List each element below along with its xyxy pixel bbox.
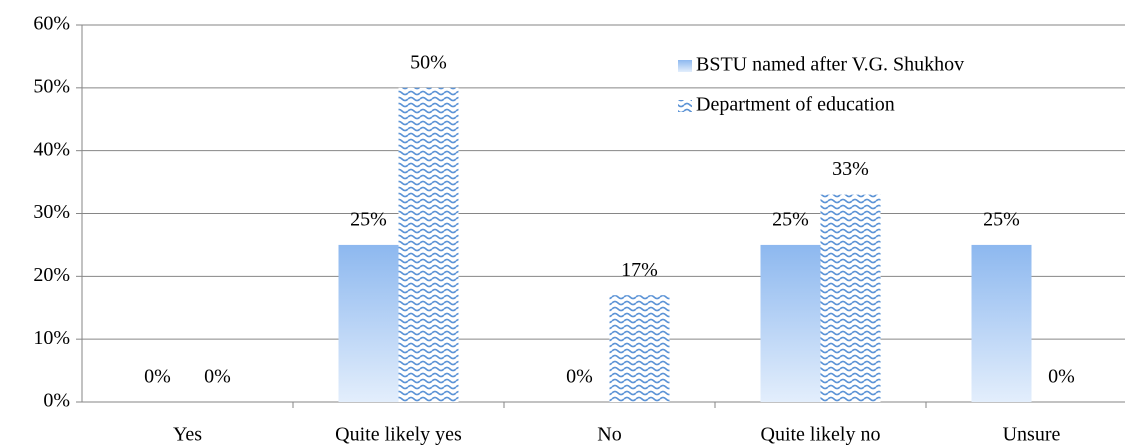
y-tick-label: 20% (33, 264, 70, 286)
y-tick-label: 30% (33, 201, 70, 223)
bar (971, 244, 1032, 402)
y-tick-label: 40% (33, 138, 70, 160)
x-tick-label: Quite likely yes (335, 424, 462, 446)
data-label: 0% (1048, 366, 1075, 388)
data-label: 50% (410, 51, 447, 73)
legend-label: BSTU named after V.G. Shukhov (696, 54, 964, 76)
legend-swatch (678, 60, 692, 72)
y-tick-label: 60% (33, 13, 70, 35)
bar (338, 244, 399, 402)
data-label: 17% (621, 259, 658, 281)
bar (820, 194, 881, 402)
x-tick-label: Unsure (1003, 424, 1061, 446)
data-label: 25% (350, 209, 387, 231)
data-label: 25% (983, 209, 1020, 231)
bar (398, 87, 459, 402)
data-label: 25% (772, 209, 809, 231)
legend-swatch (678, 100, 692, 112)
data-label: 0% (144, 366, 171, 388)
data-label: 33% (832, 158, 869, 180)
bar (609, 295, 670, 402)
y-tick-label: 50% (33, 75, 70, 97)
y-tick-label: 10% (33, 327, 70, 349)
x-tick-label: Yes (173, 424, 202, 446)
x-tick-label: Quite likely no (761, 424, 881, 446)
y-tick-label: 0% (43, 390, 70, 412)
data-label: 0% (204, 366, 231, 388)
legend-label: Department of education (696, 94, 895, 116)
data-label: 0% (566, 366, 593, 388)
x-tick-label: No (597, 424, 621, 446)
bar (760, 244, 821, 402)
